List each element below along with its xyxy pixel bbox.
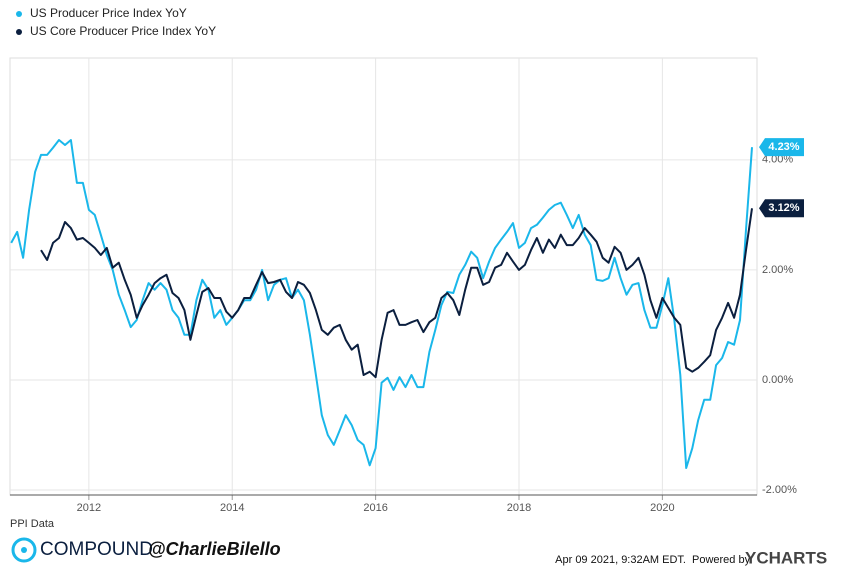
logo-dot	[21, 547, 27, 553]
logo	[11, 537, 37, 563]
end-label-box	[759, 138, 804, 157]
legend-label: US Producer Price Index YoY	[30, 6, 187, 20]
provider: YCHARTS	[745, 548, 827, 567]
x-tick-label: 2014	[220, 502, 244, 514]
series-line	[10, 139, 753, 469]
source-note: PPI Data	[10, 518, 55, 530]
end-label: 4.23%	[768, 141, 799, 153]
brand: COMPOUND	[40, 539, 153, 560]
legend-marker	[16, 11, 22, 17]
x-tick-label: 2018	[507, 502, 531, 514]
x-tick-label: 2020	[650, 502, 674, 514]
x-tick-label: 2012	[77, 502, 101, 514]
handle: @CharlieBilello	[148, 539, 281, 559]
y-tick-label: -2.00%	[762, 484, 797, 496]
legend-marker	[16, 29, 22, 35]
y-tick-label: 0.00%	[762, 374, 793, 386]
x-tick-label: 2016	[363, 502, 387, 514]
y-tick-label: 4.00%	[762, 154, 793, 166]
end-label-box	[759, 199, 804, 218]
powered-by: Powered by	[692, 554, 751, 566]
series-line	[40, 208, 753, 379]
y-tick-label: 2.00%	[762, 264, 793, 276]
legend-label: US Core Producer Price Index YoY	[30, 24, 216, 38]
timestamp: Apr 09 2021, 9:32AM EDT.	[555, 554, 686, 566]
end-label: 3.12%	[768, 202, 799, 214]
